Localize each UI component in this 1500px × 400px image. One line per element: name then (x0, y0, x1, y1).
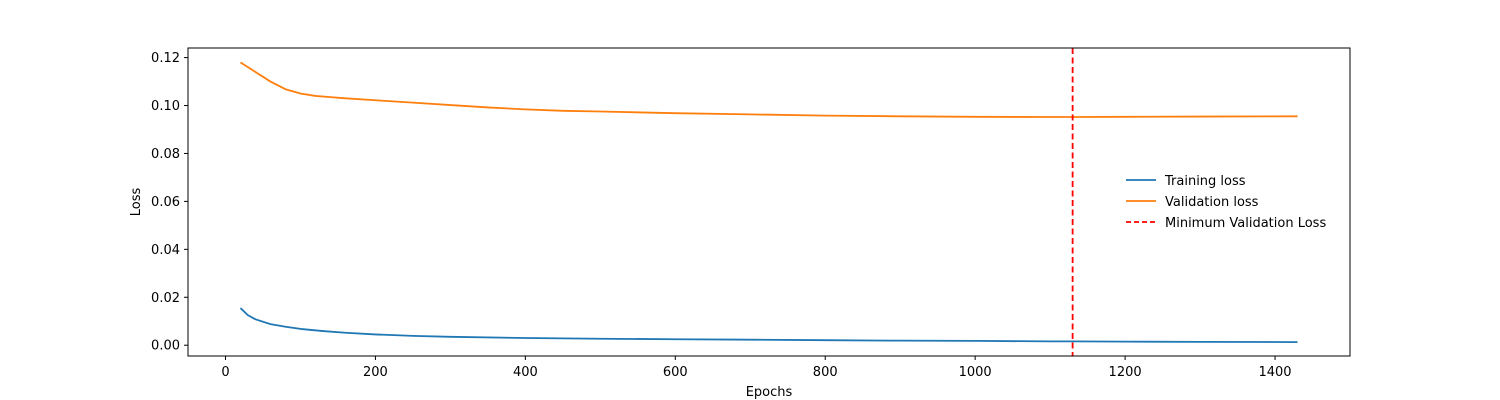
series-line-2 (239, 61, 1298, 118)
x-tick-label: 800 (813, 365, 838, 380)
x-tick-label: 1400 (1258, 365, 1291, 380)
y-axis-label: Loss (129, 188, 144, 217)
legend: Training loss Validation loss Minimum Vali… (1126, 174, 1326, 231)
y-tick-label: 0.06 (151, 195, 180, 210)
series-line-1 (239, 307, 1298, 344)
y-tick-label: 0.08 (151, 147, 180, 162)
legend-label-2: Validation loss (1165, 195, 1259, 210)
y-tick-label: 0.02 (151, 291, 180, 306)
x-axis-label: Epochs (746, 385, 793, 400)
x-tick-label: 400 (513, 365, 538, 380)
x-tick-label: 200 (363, 365, 388, 380)
legend-label-3: Minimum Validation Loss (1165, 216, 1326, 231)
y-tick-label: 0.00 (151, 339, 180, 354)
x-tick-label: 1000 (959, 365, 992, 380)
x-tick-label: 600 (663, 365, 688, 380)
ticks-layer: 0 200 400 600 800 1000 1200 1400 0.00 0.02 0.04 0.0… (151, 51, 1292, 380)
y-tick-label: 0.04 (151, 243, 180, 258)
plot-frame (187, 47, 1351, 357)
x-tick-label: 0 (221, 365, 229, 380)
y-tick-label: 0.10 (151, 99, 180, 114)
y-tick-label: 0.12 (151, 51, 180, 66)
legend-label-1: Training loss (1164, 174, 1246, 189)
series-layer (239, 48, 1298, 356)
x-tick-label: 1200 (1109, 365, 1142, 380)
